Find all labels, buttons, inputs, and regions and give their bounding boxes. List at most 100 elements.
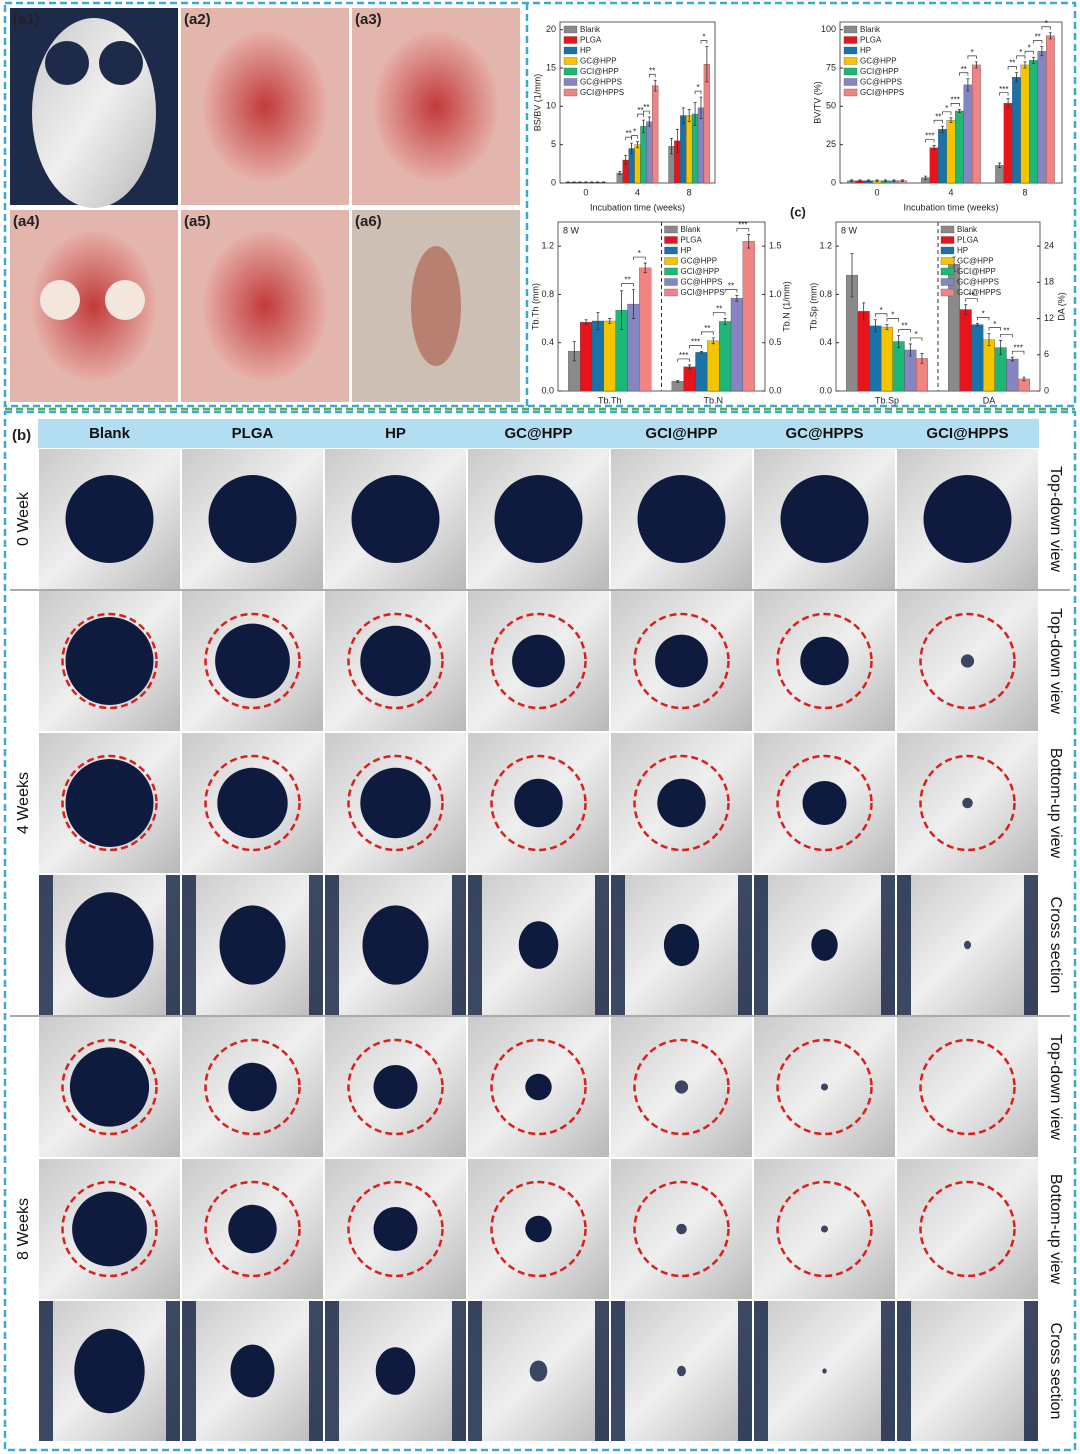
- bar: [686, 115, 693, 184]
- defect: [228, 1062, 277, 1112]
- error-bar: [578, 181, 582, 184]
- defect: [677, 1365, 686, 1377]
- legend-label: GCI@HPP: [957, 267, 996, 276]
- defect-outline: [61, 612, 158, 710]
- legend-label: Blank: [580, 25, 601, 34]
- tick-label: 0.5: [769, 337, 782, 347]
- significance-label: *: [880, 306, 883, 315]
- significance-label: *: [971, 48, 974, 57]
- error-bar: [693, 102, 697, 126]
- defect: [74, 1328, 145, 1414]
- view-label: Bottom-up view: [1047, 1174, 1064, 1285]
- error-bar: [653, 79, 657, 92]
- defect: [525, 1215, 552, 1243]
- legend-swatch: [940, 246, 955, 255]
- column-header: GCI@HPP: [645, 425, 717, 442]
- defect-outline: [61, 754, 158, 852]
- photo: [352, 210, 520, 402]
- error-bar: [867, 179, 871, 182]
- tick-label: 0: [551, 177, 556, 187]
- bar: [1012, 77, 1021, 184]
- error-bar: [602, 181, 606, 184]
- x-tick-label: 0: [874, 187, 879, 197]
- error-bar: [590, 181, 594, 184]
- ct-edge: [325, 875, 339, 1015]
- ct-edge: [309, 875, 323, 1015]
- defect-outline: [776, 612, 873, 710]
- photo-label: (a5): [184, 213, 211, 230]
- legend-label: PLGA: [580, 36, 602, 45]
- ct-edge: [39, 1301, 53, 1441]
- tick-label: 1.0: [769, 289, 782, 299]
- error-bar: [975, 323, 979, 327]
- legend-swatch: [664, 288, 678, 297]
- error-bar: [618, 171, 622, 175]
- y2-axis-label: Tb.N (1/mm): [781, 281, 791, 332]
- x-tick-label: Tb.N: [703, 395, 723, 405]
- defect: [360, 767, 431, 839]
- tick-label: 12: [1044, 313, 1054, 323]
- surgical-site: [374, 31, 498, 182]
- column-header: Blank: [89, 425, 131, 442]
- bar: [639, 267, 652, 392]
- error-bar: [681, 107, 685, 124]
- bar: [652, 85, 659, 184]
- significance-bracket: [1041, 26, 1051, 30]
- defect-outline: [347, 754, 444, 852]
- ct-edge: [881, 875, 895, 1015]
- tick-label: 0.0: [541, 385, 554, 395]
- legend-swatch: [843, 57, 858, 65]
- significance-label: *: [993, 320, 996, 329]
- ct-edge: [468, 1301, 482, 1441]
- bar: [946, 119, 956, 184]
- bar: [646, 121, 653, 184]
- photo-label: (a6): [355, 213, 382, 230]
- ct-edge: [468, 875, 482, 1015]
- defect-outline: [204, 754, 301, 852]
- significance-bracket: [694, 90, 702, 95]
- defect-outline: [776, 1180, 873, 1278]
- panel-c: 0 5 10 15 20 BS/BV (1/mm) Incubation time (wee…: [530, 19, 1066, 406]
- tick-label: 0.0: [819, 385, 832, 395]
- significance-label: **: [626, 129, 632, 138]
- bar: [1045, 35, 1055, 184]
- y2-axis-label: DA (%): [1056, 292, 1066, 321]
- defect: [820, 1225, 829, 1233]
- defect-outline: [776, 754, 873, 852]
- legend-swatch: [664, 257, 678, 265]
- defect: [655, 634, 708, 688]
- bar: [683, 366, 696, 392]
- error-bar: [608, 318, 612, 324]
- legend-label: GCI@HPPS: [580, 88, 624, 97]
- time-label: 0 Week: [15, 491, 32, 546]
- significance-label: *: [891, 311, 894, 320]
- significance-label: **: [716, 305, 722, 314]
- error-bar: [566, 181, 570, 184]
- error-bar: [1022, 376, 1026, 382]
- defect: [676, 1223, 687, 1235]
- error-bar: [1015, 72, 1019, 83]
- error-bar: [1023, 61, 1027, 69]
- significance-bracket: [621, 283, 634, 287]
- defect: [663, 923, 700, 967]
- significance-bracket: [874, 313, 888, 317]
- legend-label: Blank: [957, 225, 978, 234]
- photo: [10, 8, 178, 208]
- bar: [963, 84, 973, 184]
- defect-outline: [633, 1038, 730, 1136]
- bar: [730, 298, 743, 392]
- time-label: 8 Weeks: [15, 1198, 32, 1260]
- error-bar: [862, 302, 866, 321]
- chart: 0 25 50 75 100 BV/TV (%) Incubation time (week…: [812, 19, 1063, 212]
- tick-label: 0.8: [541, 289, 554, 299]
- surgical-site: [411, 246, 461, 366]
- legend-label: GC@HPPS: [580, 78, 622, 87]
- bar: [983, 339, 995, 392]
- error-bar: [596, 312, 600, 330]
- legend-label: GC@HPPS: [957, 278, 999, 287]
- significance-label: **: [1003, 326, 1009, 335]
- ct-image: [897, 1017, 1038, 1157]
- defect: [923, 475, 1012, 563]
- bar: [634, 144, 641, 184]
- bar: [640, 126, 647, 184]
